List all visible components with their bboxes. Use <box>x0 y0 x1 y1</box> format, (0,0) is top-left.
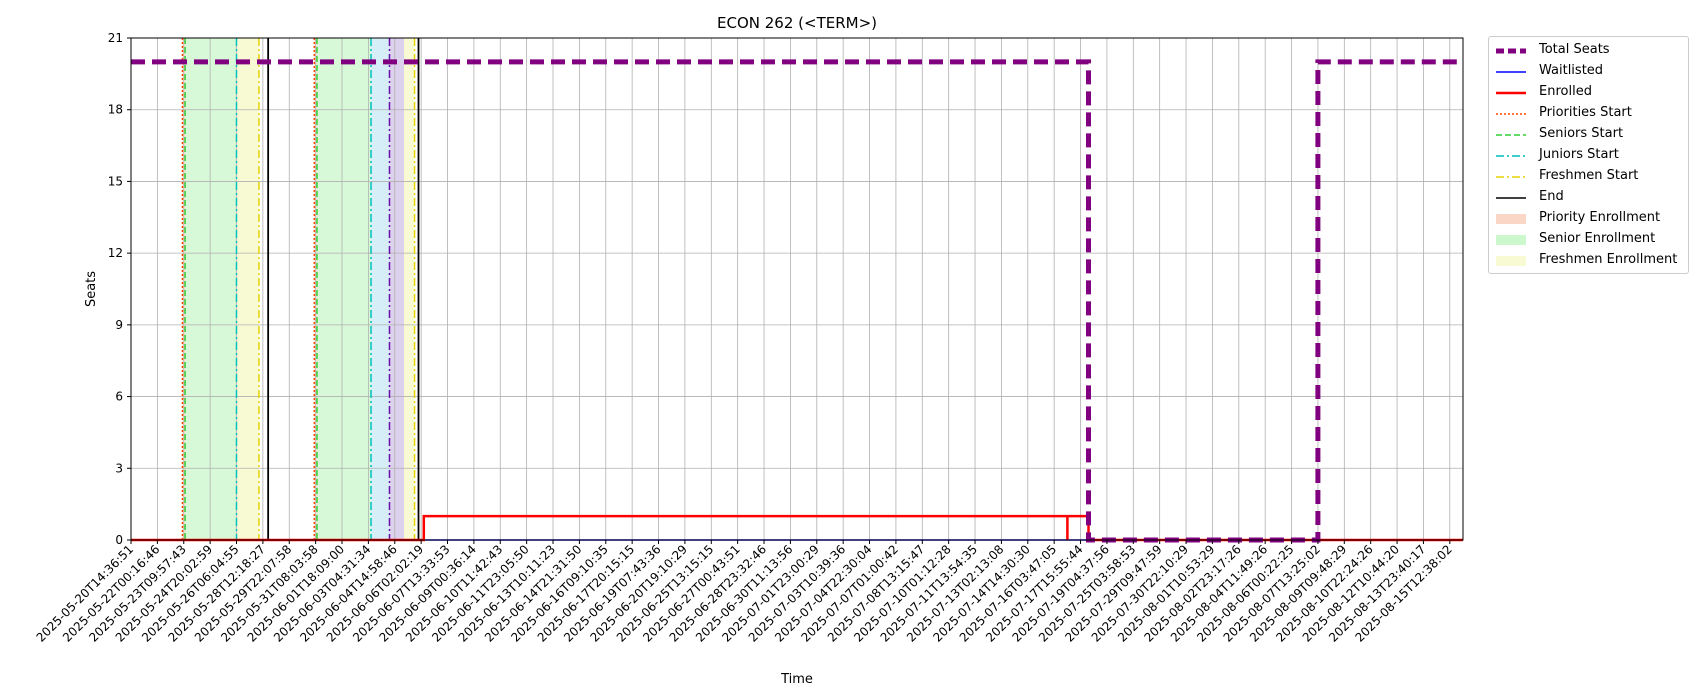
axes-frame <box>130 37 1464 541</box>
y-tick-label: 3 <box>115 461 123 475</box>
period-markers <box>181 38 420 540</box>
y-tick-label: 6 <box>115 390 123 404</box>
x-axis-label: Time <box>780 672 813 687</box>
legend-label: Senior Enrollment <box>1539 231 1656 246</box>
x-axis-ticks: 2025-05-20T14:36:512025-05-22T00:16:4620… <box>34 540 1455 645</box>
legend-swatch <box>1496 214 1526 224</box>
axes-border <box>130 37 1464 541</box>
span-1-1 <box>316 38 372 540</box>
legend-swatch <box>1496 176 1526 178</box>
legend-item: Priorities Start <box>1489 104 1688 124</box>
legend-swatch <box>1496 155 1526 157</box>
y-axis-ticks: 0 3 6 9 12 15 18 21 <box>108 31 131 547</box>
legend-swatch <box>1496 256 1526 266</box>
legend-item: Priority Enrollment <box>1489 209 1688 229</box>
y-tick-label: 15 <box>108 174 123 188</box>
span-4-0 <box>236 38 259 540</box>
legend-item: Seniors Start <box>1489 125 1688 145</box>
y-tick-label: 21 <box>108 31 123 45</box>
span-1-0 <box>185 38 237 540</box>
legend-item: Senior Enrollment <box>1489 230 1688 250</box>
legend-swatch <box>1496 197 1526 199</box>
legend-label: Total Seats <box>1539 42 1610 57</box>
span-2-0 <box>371 38 390 540</box>
legend-label: Enrolled <box>1539 84 1592 99</box>
legend-label: Waitlisted <box>1539 63 1604 78</box>
span-3-0 <box>389 38 404 540</box>
legend-swatch <box>1496 91 1526 95</box>
y-tick-label: 0 <box>115 533 123 547</box>
y-tick-label: 12 <box>108 246 123 260</box>
legend-item: Freshmen Start <box>1489 167 1688 187</box>
plot-area <box>131 38 1463 540</box>
legend-item: Freshmen Enrollment <box>1489 251 1688 271</box>
span-4-1 <box>403 38 415 540</box>
legend-swatch <box>1496 113 1526 115</box>
series-line-0 <box>131 59 1463 543</box>
legend-label: Freshmen Enrollment <box>1539 252 1678 267</box>
legend-item: Waitlisted <box>1489 62 1688 82</box>
plot-background <box>131 38 1463 540</box>
legend-swatch <box>1496 235 1526 245</box>
legend-label: Seniors Start <box>1539 126 1624 141</box>
legend-label: Juniors Start <box>1539 147 1619 162</box>
legend-label: Priorities Start <box>1539 105 1632 120</box>
legend-item: End <box>1489 188 1688 208</box>
legend-swatch <box>1496 48 1526 54</box>
legend-item: Juniors Start <box>1489 146 1688 166</box>
legend-item: Enrolled <box>1489 83 1688 103</box>
legend-swatch <box>1496 134 1526 136</box>
legend-label: Priority Enrollment <box>1539 210 1661 225</box>
chart-legend: Total Seats Waitlisted Enrolled Priorities … <box>1488 36 1689 274</box>
y-axis-label: Seats <box>84 271 99 307</box>
y-tick-label: 9 <box>115 318 123 332</box>
y-tick-label: 18 <box>108 103 123 117</box>
legend-swatch <box>1496 71 1526 73</box>
legend-label: Freshmen Start <box>1539 168 1639 183</box>
legend-label: End <box>1539 189 1564 204</box>
legend-item: Total Seats <box>1489 41 1688 61</box>
enrollment-spans <box>182 38 415 540</box>
chart-title: ECON 262 (<TERM>) <box>717 14 877 32</box>
